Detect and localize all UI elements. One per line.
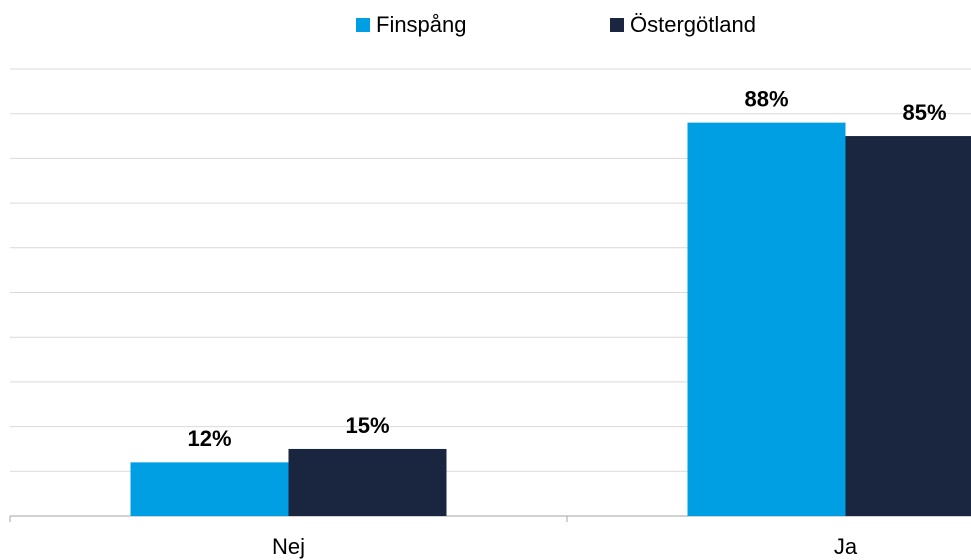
data-label: 12% — [187, 426, 231, 451]
legend-swatch — [356, 18, 370, 32]
bar — [130, 462, 289, 516]
bar — [687, 122, 846, 516]
data-label: 85% — [902, 100, 946, 125]
x-tick-label: Nej — [272, 534, 305, 559]
data-label: 15% — [345, 413, 389, 438]
x-tick-label: Ja — [834, 534, 858, 559]
legend-label: Östergötland — [630, 12, 756, 37]
bar — [845, 136, 971, 517]
bar — [288, 448, 447, 516]
legend-swatch — [610, 18, 624, 32]
legend-label: Finspång — [376, 12, 467, 37]
data-label: 88% — [744, 86, 788, 111]
